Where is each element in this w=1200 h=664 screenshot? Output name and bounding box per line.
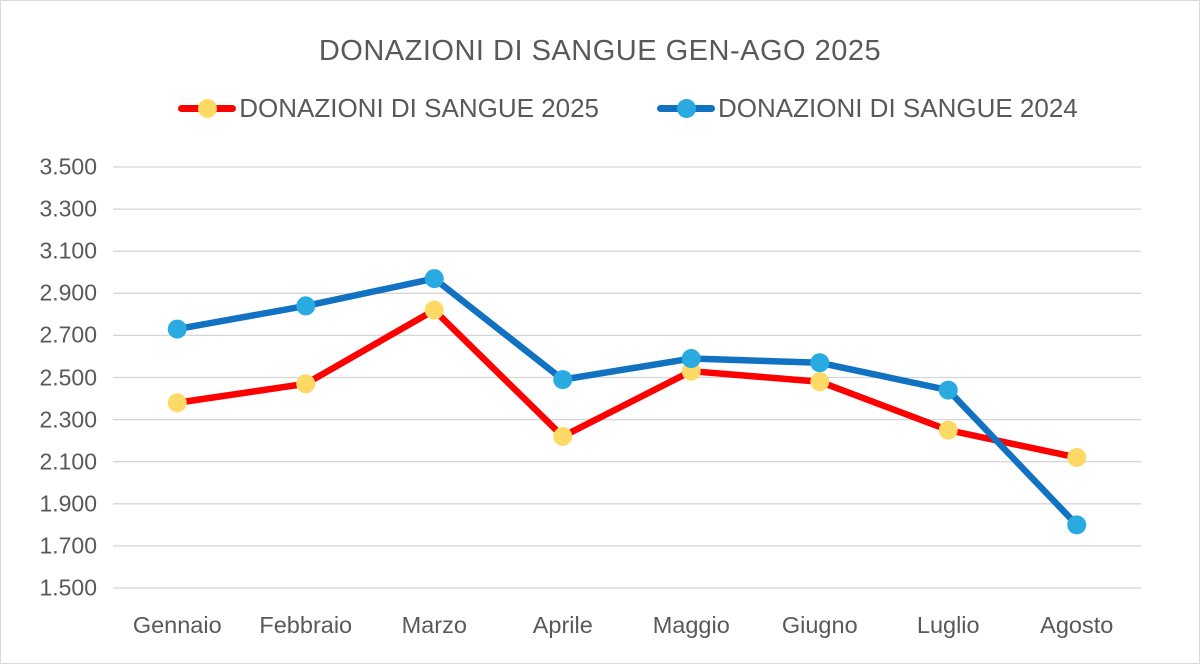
legend-label-2025: DONAZIONI DI SANGUE 2025 bbox=[239, 93, 599, 123]
x-tick-label: Maggio bbox=[652, 612, 730, 638]
y-tick-label: 2.300 bbox=[39, 406, 97, 433]
y-tick-label: 1.500 bbox=[39, 574, 97, 601]
x-tick-label: Agosto bbox=[1040, 612, 1114, 638]
series-line-2025 bbox=[174, 306, 1080, 461]
data-point-marker bbox=[938, 420, 958, 440]
chart-title: DONAZIONI DI SANGUE GEN-AGO 2025 bbox=[318, 35, 882, 67]
data-point-marker bbox=[167, 393, 187, 413]
legend-item-2024: DONAZIONI DI SANGUE 2024 bbox=[657, 93, 1078, 124]
data-point-marker bbox=[167, 319, 187, 339]
y-tick-label: 2.900 bbox=[39, 279, 97, 306]
data-point-marker bbox=[938, 380, 958, 400]
x-tick-label: Gennaio bbox=[132, 612, 222, 638]
data-point-marker bbox=[681, 349, 701, 369]
x-tick-label: Marzo bbox=[401, 612, 467, 638]
x-tick-label: Giugno bbox=[781, 612, 858, 638]
y-tick-label: 2.100 bbox=[39, 448, 97, 475]
data-point-marker bbox=[424, 269, 444, 289]
legend-item-2025: DONAZIONI DI SANGUE 2025 bbox=[178, 93, 599, 124]
y-tick-label: 3.100 bbox=[39, 237, 97, 264]
data-point-marker bbox=[1067, 515, 1087, 535]
y-tick-label: 1.900 bbox=[39, 490, 97, 517]
y-tick-label: 2.700 bbox=[39, 321, 97, 348]
legend-label-2024: DONAZIONI DI SANGUE 2024 bbox=[718, 93, 1078, 123]
series-line-2024 bbox=[174, 275, 1080, 529]
data-point-marker bbox=[296, 374, 316, 394]
legend-line-marker-icon bbox=[178, 99, 237, 119]
legend-line-marker-icon bbox=[657, 99, 715, 119]
data-point-marker bbox=[810, 353, 830, 373]
data-point-marker bbox=[424, 300, 444, 320]
data-point-marker bbox=[1067, 447, 1087, 467]
x-tick-label: Febbraio bbox=[259, 612, 353, 638]
data-point-marker bbox=[296, 296, 316, 316]
x-tick-label: Luglio bbox=[916, 612, 980, 638]
x-tick-label: Aprile bbox=[532, 612, 593, 638]
data-point-marker bbox=[553, 426, 573, 446]
data-point-marker bbox=[810, 372, 830, 392]
y-tick-label: 3.300 bbox=[39, 195, 97, 222]
y-tick-label: 1.700 bbox=[39, 532, 97, 559]
legend: DONAZIONI DI SANGUE 2025 DONAZIONI DI SA… bbox=[1, 93, 1199, 124]
y-tick-label: 2.500 bbox=[39, 364, 97, 390]
data-point-marker bbox=[553, 370, 573, 390]
y-tick-label: 3.500 bbox=[39, 153, 97, 180]
